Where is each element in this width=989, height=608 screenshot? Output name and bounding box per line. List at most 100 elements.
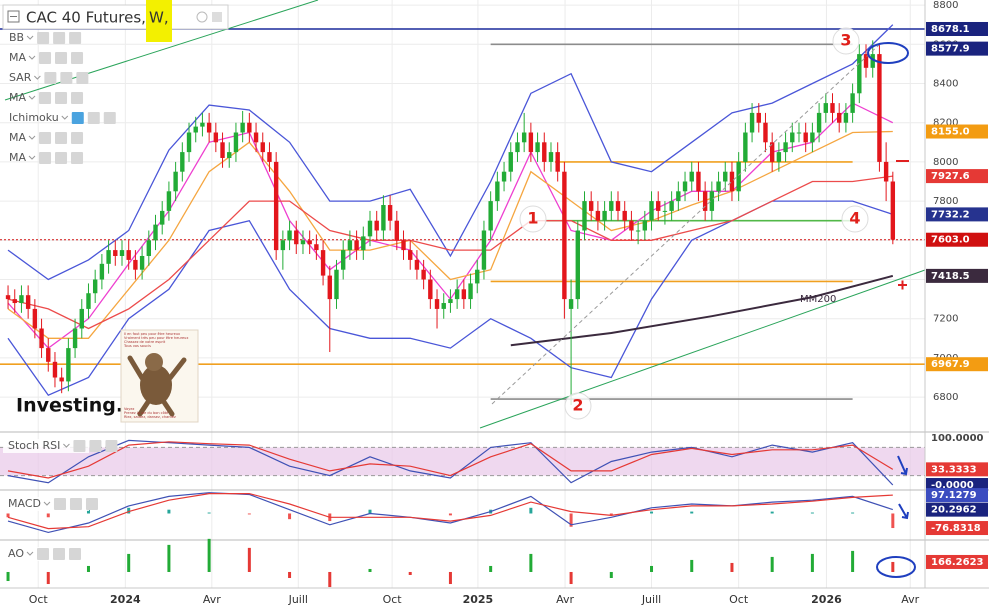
chart-title: CAC 40 Futures, [26, 9, 146, 27]
dropdown-icon[interactable] [28, 155, 36, 160]
settings-icon[interactable] [69, 498, 82, 510]
candle-body [253, 132, 259, 143]
candle-body [46, 348, 51, 362]
eye-icon[interactable] [73, 440, 86, 452]
remove-icon[interactable] [71, 52, 84, 64]
histogram-bar [288, 513, 292, 520]
candle-body [763, 122, 768, 143]
sticker-text: Tous vos soucis [123, 344, 151, 348]
overlay-line [7, 175, 893, 330]
settings-icon[interactable] [212, 12, 222, 22]
dropdown-icon[interactable] [63, 443, 70, 448]
indicator-label: SAR [9, 71, 32, 84]
panel-title-bg [3, 439, 89, 453]
settings-icon[interactable] [60, 72, 73, 84]
dropdown-icon[interactable] [26, 551, 34, 556]
dropdown-icon[interactable] [61, 115, 69, 120]
dropdown-icon[interactable] [28, 95, 36, 100]
collapse-icon[interactable] [7, 10, 20, 23]
remove-icon[interactable] [71, 92, 84, 104]
plot-area [0, 24, 925, 588]
candle-body [843, 112, 849, 123]
ao-bar [408, 571, 412, 575]
indicator-label: Ichimoku [9, 111, 59, 124]
eye-icon[interactable] [37, 548, 49, 560]
candle-body [52, 361, 58, 378]
candle-body [441, 303, 446, 309]
eye-icon[interactable] [71, 112, 84, 124]
candle-body [146, 240, 152, 256]
candle-body [756, 112, 761, 123]
settings-icon[interactable] [55, 52, 68, 64]
settings-icon[interactable] [55, 92, 68, 104]
settings-icon[interactable] [55, 152, 68, 164]
sticker-text: Il en faut peu pour être heureux [124, 332, 180, 336]
dropdown-icon[interactable] [28, 135, 36, 140]
candle-body [86, 293, 91, 309]
remove-icon[interactable] [105, 440, 118, 452]
candle-body [702, 191, 708, 211]
remove-icon[interactable] [85, 498, 98, 510]
remove-icon[interactable] [76, 72, 89, 84]
ao-bar [489, 565, 493, 572]
remove-icon[interactable] [69, 548, 81, 560]
candle-body [595, 210, 601, 221]
candle-body [481, 230, 487, 270]
dropdown-icon[interactable] [26, 35, 34, 40]
settings-icon[interactable] [89, 440, 102, 452]
candle-body [173, 171, 178, 192]
remove-icon[interactable] [71, 152, 84, 164]
candle-body [180, 152, 185, 172]
indicator-label: MA [9, 51, 26, 64]
x-tick-label: Oct [729, 593, 749, 606]
settings-icon[interactable] [87, 112, 100, 124]
histogram-bar [609, 513, 613, 516]
candle-body [334, 269, 339, 300]
candle-body [863, 54, 869, 68]
price-tag [926, 357, 988, 372]
panel-title: MACD [8, 497, 41, 510]
price-tag [926, 169, 988, 184]
price-tag [926, 124, 988, 139]
eye-icon[interactable] [196, 11, 208, 23]
eye-icon[interactable] [37, 32, 50, 44]
candle-body [267, 152, 272, 162]
candle-body [421, 269, 426, 280]
settings-icon[interactable] [55, 132, 68, 144]
candle-body [749, 112, 755, 133]
candle-body [508, 152, 513, 172]
eye-icon[interactable] [44, 72, 57, 84]
histogram-bar [368, 509, 372, 514]
candle-body [92, 279, 98, 294]
remove-icon[interactable] [71, 132, 84, 144]
sticker-text: Chassez de votre esprit [124, 340, 166, 344]
sticker-bear [145, 353, 163, 371]
sticker-bear [127, 355, 187, 417]
candle-body [260, 142, 265, 153]
remove-icon[interactable] [69, 32, 82, 44]
candle-body [823, 103, 828, 113]
histogram-bar [650, 511, 654, 514]
ao-bar [127, 553, 131, 572]
dropdown-icon[interactable] [28, 55, 36, 60]
candle-body [126, 250, 131, 260]
price-tag-label: 7418.5 [931, 271, 970, 282]
eye-icon[interactable] [39, 132, 52, 144]
eye-icon[interactable] [39, 152, 52, 164]
settings-icon[interactable] [53, 548, 65, 560]
y-tick-label: 8800 [933, 0, 958, 11]
dropdown-icon[interactable] [43, 501, 51, 506]
eye-icon[interactable] [39, 52, 52, 64]
candle-body [213, 132, 219, 143]
wave-label: 4 [849, 209, 860, 228]
dropdown-icon[interactable] [34, 75, 41, 80]
settings-icon[interactable] [53, 32, 66, 44]
eye-icon[interactable] [53, 498, 66, 510]
remove-icon[interactable] [103, 112, 116, 124]
candle-body [200, 122, 205, 127]
x-tick-label: Avr [901, 593, 919, 606]
eye-icon[interactable] [39, 92, 52, 104]
candle-body [796, 132, 802, 134]
price-tag-label: 97.1279 [931, 490, 977, 501]
candle-body [642, 220, 648, 231]
